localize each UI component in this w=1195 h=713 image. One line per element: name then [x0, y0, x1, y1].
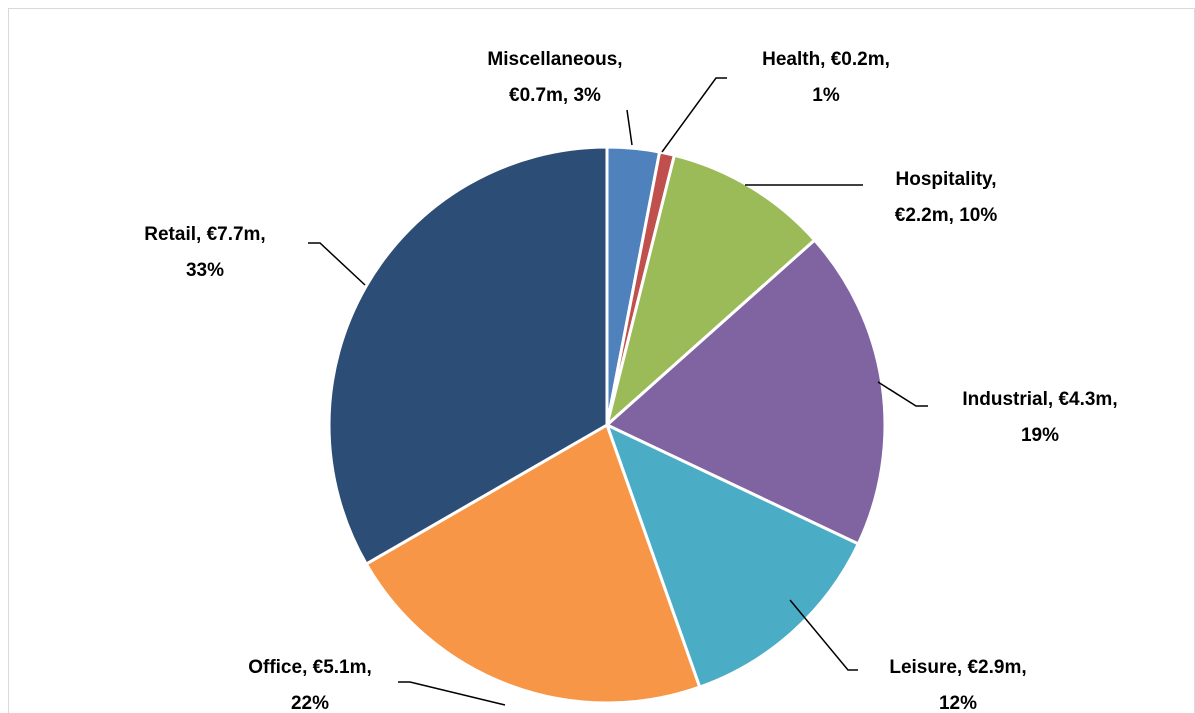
data-label: Retail, €7.7m, [144, 224, 265, 245]
data-label: €2.2m, 10% [895, 205, 998, 226]
data-label: Hospitality, [896, 169, 997, 190]
data-label: 33% [186, 260, 224, 281]
data-label: €0.7m, 3% [509, 85, 601, 106]
data-label: 12% [939, 693, 977, 713]
leader-line [308, 242, 366, 286]
pie-slice [604, 422, 861, 690]
data-label: 22% [291, 693, 329, 713]
leader-line [661, 77, 727, 153]
pie-slice [604, 153, 817, 430]
leader-line [789, 599, 858, 671]
leader-line [398, 681, 506, 706]
data-label: 19% [1021, 425, 1059, 446]
pie-slice [364, 422, 702, 705]
pie-slice [327, 145, 609, 567]
data-label: Leisure, €2.9m, [889, 657, 1026, 678]
leader-line [626, 109, 633, 146]
data-label: Office, €5.1m, [248, 657, 372, 678]
data-label: Industrial, €4.3m, [962, 389, 1117, 410]
data-label: 1% [812, 85, 840, 106]
leader-line [877, 381, 928, 407]
data-label: Health, €0.2m, [762, 49, 890, 70]
data-label: Miscellaneous, [487, 49, 622, 70]
